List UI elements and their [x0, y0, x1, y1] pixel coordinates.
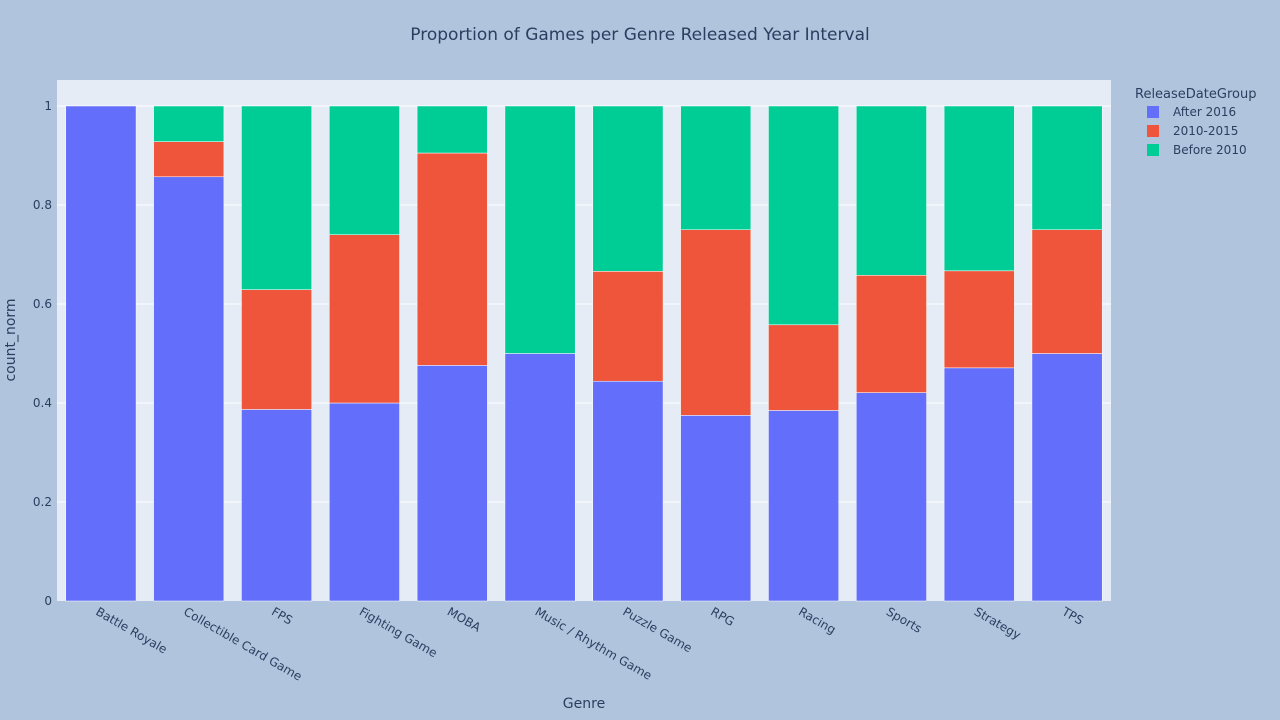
legend-swatch [1147, 106, 1159, 118]
bar-segment [680, 415, 752, 602]
bar-segment [241, 105, 312, 290]
bar-segment [329, 105, 400, 235]
x-tick-label: MOBA [445, 604, 484, 635]
y-tick-label: 0.8 [33, 198, 52, 212]
y-tick-label: 1 [44, 99, 52, 113]
y-tick-label: 0.2 [33, 495, 52, 509]
chart-title: Proportion of Games per Genre Released Y… [410, 25, 869, 45]
gridlines [57, 105, 1111, 503]
legend-entry: After 2016 [1173, 105, 1236, 119]
bar-segment [153, 141, 225, 178]
bar-segment [1031, 353, 1103, 602]
bar-segment [943, 270, 1015, 369]
x-tick-label: Puzzle Game [620, 604, 694, 655]
x-axis-title: Genre [563, 696, 605, 712]
legend: ReleaseDateGroup After 2016 2010-2015 Befo… [1135, 87, 1256, 157]
bars-layer [65, 105, 1103, 602]
bar-segment [592, 105, 664, 272]
bar-segment [329, 234, 400, 404]
bar-segment [416, 105, 488, 154]
y-tick-label: 0.6 [33, 297, 52, 311]
y-tick-labels: 0 0.2 0.4 0.6 0.8 1 [33, 99, 52, 608]
legend-entry: 2010-2015 [1173, 124, 1238, 138]
bar-segment [1031, 229, 1103, 354]
bar-segment [943, 105, 1015, 272]
legend-swatch [1147, 125, 1159, 137]
bar-segment [856, 392, 927, 602]
bar-segment [416, 365, 488, 602]
bar-segment [943, 367, 1015, 602]
bar-segment [416, 152, 488, 366]
x-tick-label: TPS [1059, 604, 1086, 628]
bar-segment [680, 105, 752, 230]
bar-segment [592, 271, 664, 382]
bar-segment [1031, 105, 1103, 230]
bar-segment [856, 105, 927, 276]
bar-segment [153, 105, 225, 142]
x-tick-label: Strategy [972, 604, 1024, 642]
bar-segment [856, 275, 927, 393]
legend-swatch [1147, 144, 1159, 156]
y-tick-label: 0.4 [33, 396, 52, 410]
x-tick-label: Fighting Game [357, 604, 440, 660]
x-tick-label: Battle Royale [93, 604, 169, 656]
bar-segment [329, 402, 400, 602]
bar-segment [592, 380, 664, 602]
plot-background [57, 80, 1111, 601]
bar-segment [768, 410, 839, 602]
bar-segment [768, 324, 839, 411]
x-tick-label: FPS [269, 604, 295, 627]
x-tick-label: RPG [708, 604, 737, 629]
legend-title: ReleaseDateGroup [1135, 87, 1256, 102]
bar-segment [65, 105, 137, 602]
bar-segment [504, 105, 576, 354]
bar-segment [241, 409, 312, 602]
bar-segment [153, 176, 225, 602]
bar-segment [768, 105, 839, 326]
x-tick-label: Sports [884, 604, 924, 635]
x-tick-label: Racing [796, 604, 838, 636]
y-axis-title: count_norm [3, 298, 19, 381]
bar-segment [680, 229, 752, 416]
legend-entry: Before 2010 [1173, 143, 1247, 157]
bar-segment [504, 353, 576, 602]
bar-segment [241, 289, 312, 410]
y-tick-label: 0 [44, 594, 52, 608]
